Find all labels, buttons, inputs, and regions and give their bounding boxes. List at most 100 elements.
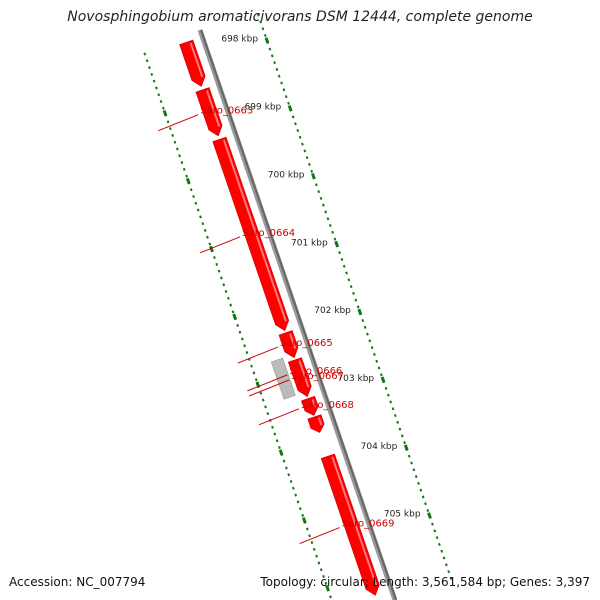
dot-mark [298, 507, 302, 511]
callout-line [299, 527, 340, 545]
dot-mark [308, 162, 311, 166]
scale-dotted-line [256, 13, 453, 580]
dot-mark [280, 81, 283, 85]
dot-mark [275, 439, 279, 443]
dot-mark [301, 513, 305, 517]
dot-mark [342, 264, 346, 268]
dot-mark [301, 142, 304, 146]
dot-mark [243, 344, 246, 348]
dot-mark [192, 194, 195, 199]
gene-arrow-saro_0663 [195, 87, 223, 137]
dot-mark [417, 481, 420, 485]
dot-mark [398, 427, 402, 431]
dot-mark [268, 47, 272, 51]
gene-label: Saro_0669 [342, 519, 395, 530]
dot-mark [403, 441, 406, 445]
gene-highlight [189, 42, 204, 78]
gene-highlight [289, 333, 297, 349]
dot-mark [310, 541, 314, 545]
dot-mark [238, 330, 242, 334]
dot-mark [440, 549, 444, 553]
dot-mark [305, 527, 309, 531]
tick-label: 698 kbp [221, 35, 258, 45]
callout-line [248, 379, 290, 397]
dot-mark [155, 86, 158, 90]
dot-mark [315, 183, 318, 187]
dot-mark [317, 561, 321, 565]
dot-mark [178, 154, 181, 158]
dot-mark [261, 27, 265, 31]
dot-mark [245, 351, 249, 355]
gene-label: Saro_0666 [289, 366, 342, 377]
dot-mark [322, 574, 325, 579]
gene-arrow-saro_0666 [270, 357, 296, 400]
dot-mark [185, 174, 188, 178]
gene-arrow-saro_0665 [278, 330, 299, 359]
tick-mark [232, 313, 238, 320]
dot-mark [391, 407, 395, 411]
dot-mark [189, 188, 193, 192]
gene-dotted-line [143, 52, 332, 599]
dot-mark [308, 534, 311, 538]
callout-line [199, 236, 241, 254]
dot-mark [143, 52, 147, 56]
dot-mark [419, 488, 423, 492]
dot-mark [356, 305, 360, 309]
callout-line [247, 374, 288, 392]
dot-mark [220, 276, 223, 280]
dot-mark [296, 129, 300, 133]
tick-label: 703 kbp [337, 374, 374, 384]
accession-label: Accession: NC_007794 [9, 575, 146, 589]
gene-label: Saro_0664 [242, 228, 295, 239]
dot-mark [303, 149, 307, 153]
dot-mark [289, 479, 293, 484]
dot-mark [370, 346, 374, 350]
dot-mark [407, 454, 411, 458]
dot-mark [312, 547, 316, 551]
dot-mark [354, 298, 358, 302]
dot-mark [236, 323, 240, 327]
dot-mark [414, 475, 418, 479]
dot-mark [438, 542, 441, 546]
tick-mark [427, 512, 432, 519]
dot-mark [254, 378, 258, 382]
gene-label: Saro_0668 [301, 400, 354, 411]
dot-mark [363, 325, 367, 329]
dot-mark [275, 67, 279, 71]
dot-mark [252, 371, 256, 375]
gene-highlight [331, 456, 378, 587]
dot-mark [424, 502, 427, 506]
dot-mark [373, 352, 376, 356]
genome-summary: Topology: circular; Length: 3,561,584 bp… [260, 575, 590, 589]
callout-line [237, 346, 279, 364]
dot-mark [287, 101, 290, 105]
dot-mark [291, 115, 295, 119]
dot-mark [259, 20, 263, 24]
tick-mark [334, 240, 339, 248]
dot-mark [282, 459, 286, 463]
dot-mark [333, 237, 337, 241]
dot-mark [194, 201, 198, 205]
dot-mark [148, 66, 151, 70]
dot-mark [433, 529, 437, 533]
dot-mark [263, 34, 267, 38]
tick-mark [357, 308, 363, 316]
dot-mark [447, 570, 451, 574]
gene-label: Saro_0665 [280, 338, 333, 349]
dot-mark [368, 339, 372, 343]
dot-mark [324, 210, 328, 214]
dot-mark [329, 595, 332, 599]
dot-mark [217, 269, 221, 273]
dot-mark [229, 303, 233, 307]
tick-mark [325, 585, 330, 592]
dot-mark [326, 217, 330, 221]
dot-mark [315, 554, 318, 558]
dot-mark [305, 156, 309, 160]
dot-mark [215, 262, 219, 266]
dot-mark [347, 278, 351, 282]
dot-mark [259, 391, 263, 395]
dot-mark [331, 230, 334, 234]
dot-mark [294, 493, 298, 497]
dot-mark [310, 169, 314, 173]
dot-mark [270, 54, 274, 58]
